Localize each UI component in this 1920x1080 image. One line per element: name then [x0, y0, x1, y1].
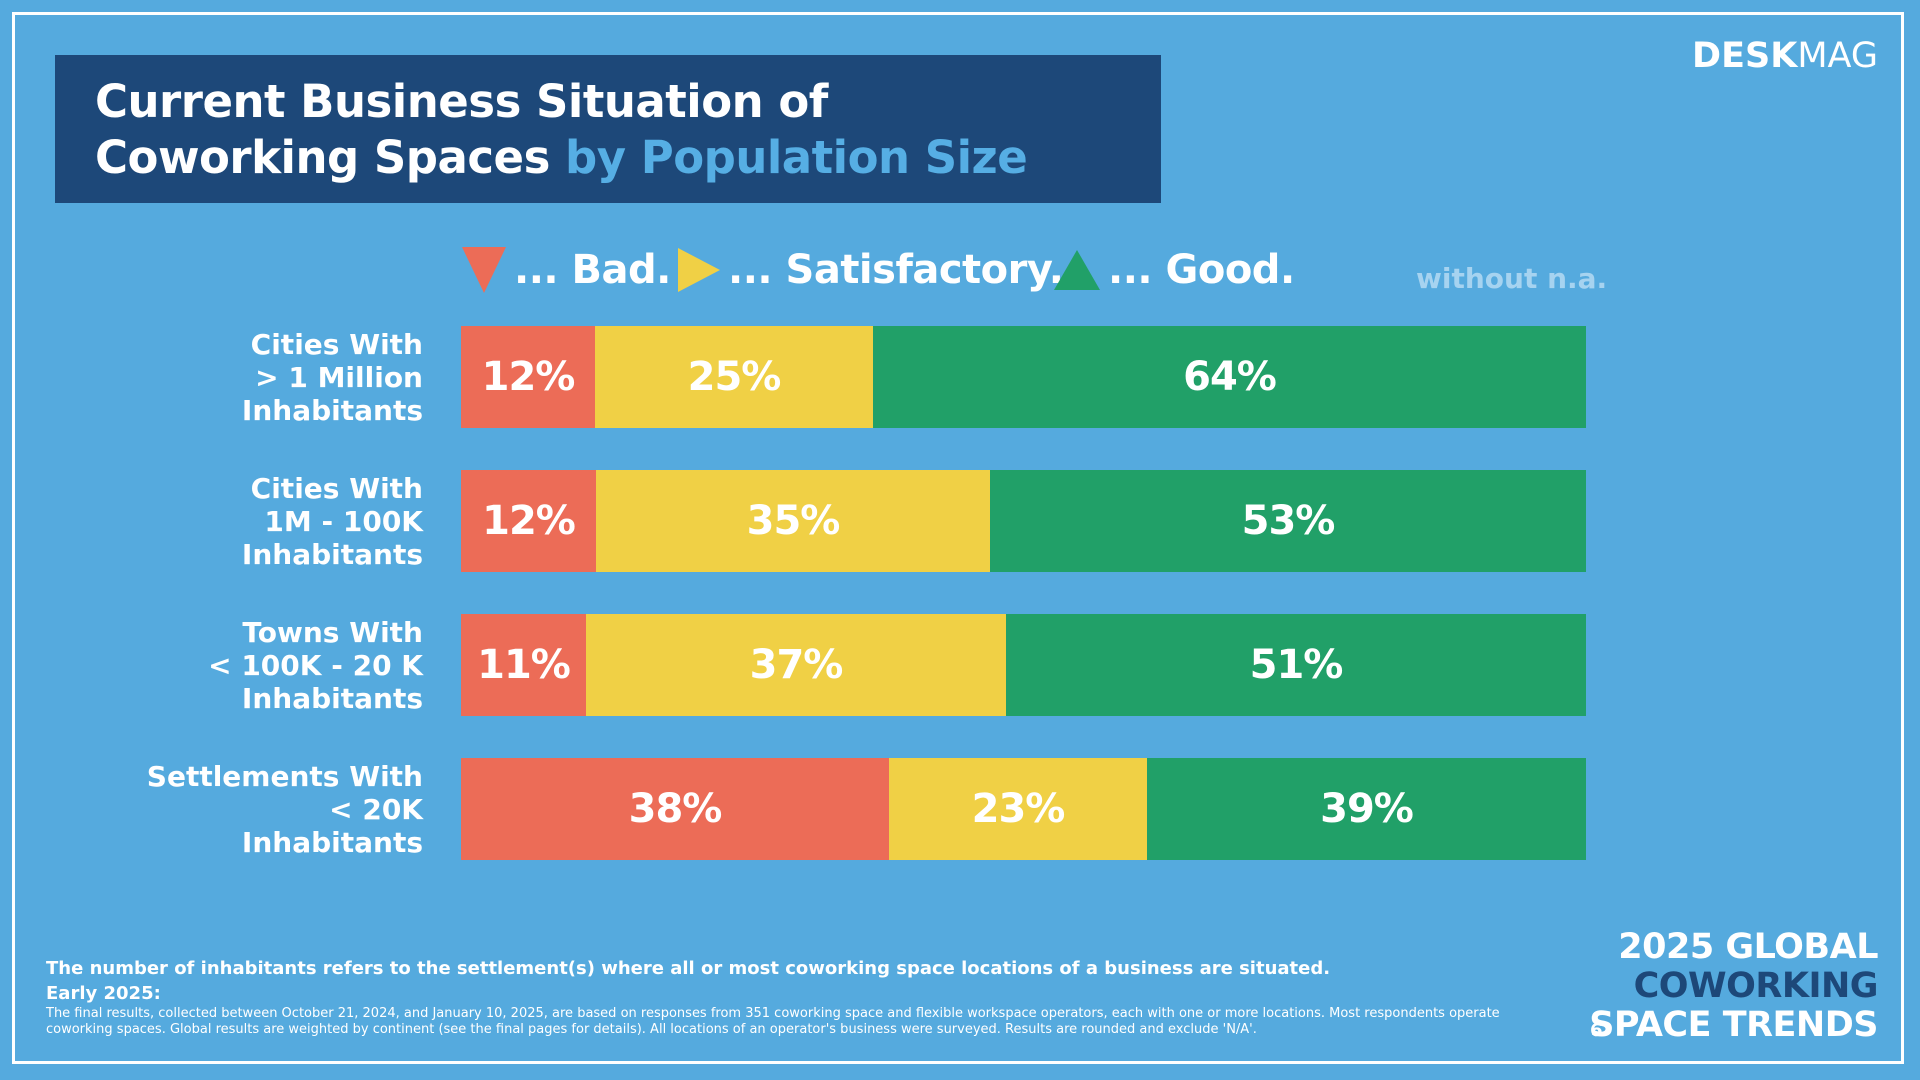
legend-item-good: ... Good.	[1054, 240, 1295, 300]
data-label: 23%	[971, 786, 1066, 832]
row-label-line: < 100K - 20 K	[208, 648, 423, 682]
row-label-line: Cities With	[250, 471, 423, 505]
title-line-2: Coworking Spaces by Population Size	[95, 131, 1028, 184]
title-accent: by Population Size	[549, 131, 1028, 184]
data-label: 11%	[477, 642, 571, 688]
triangle-right-icon	[678, 248, 720, 292]
data-label: 12%	[482, 498, 576, 544]
bar-row: 38% 23% 39%	[461, 758, 1586, 860]
row-label: Settlements With < 20K Inhabitants	[123, 760, 423, 859]
triangle-down-icon	[462, 247, 506, 293]
chart-legend: ... Bad. ... Satisfactory. ... Good.	[460, 240, 1590, 300]
legend-label-satisfactory: ... Satisfactory.	[728, 247, 1064, 293]
data-label: 64%	[1183, 354, 1277, 400]
row-label-line: Towns With	[242, 615, 423, 649]
bar-segment-satisfactory: 35%	[596, 470, 990, 572]
legend-label-bad: ... Bad.	[514, 247, 671, 293]
data-label: 25%	[687, 354, 782, 400]
bar-segment-satisfactory: 23%	[889, 758, 1147, 860]
legend-item-satisfactory: ... Satisfactory.	[678, 240, 1064, 300]
data-label: 12%	[481, 354, 576, 400]
brand-logo-part2: MAG	[1797, 36, 1878, 76]
row-label-line: Cities With	[250, 327, 423, 361]
data-label: 38%	[628, 786, 723, 832]
row-label-line: Inhabitants	[241, 825, 423, 859]
footnote-methodology: The final results, collected between Oct…	[46, 1006, 1500, 1037]
bar-row: 12% 25% 64%	[461, 326, 1586, 428]
row-label: Cities With > 1 Million Inhabitants	[123, 328, 423, 427]
row-label: Cities With 1M - 100K Inhabitants	[123, 472, 423, 571]
bar-segment-satisfactory: 25%	[595, 326, 873, 428]
bar-segment-bad: 12%	[461, 326, 595, 428]
page-number: 6	[1590, 1020, 1603, 1041]
report-title: 2025 GLOBAL COWORKING SPACE TRENDS	[1589, 928, 1878, 1045]
row-label: Towns With < 100K - 20 K Inhabitants	[123, 616, 423, 715]
legend-label-good: ... Good.	[1108, 247, 1295, 293]
brand-logo-part1: DESK	[1692, 36, 1798, 76]
title-main: Coworking Spaces	[95, 131, 550, 184]
bar-row: 11% 37% 51%	[461, 614, 1586, 716]
bar-segment-good: 39%	[1147, 758, 1586, 860]
report-title-line-2: COWORKING	[1633, 966, 1879, 1006]
legend-item-bad: ... Bad.	[462, 240, 671, 300]
row-label-line: < 20K	[329, 792, 423, 826]
data-label: 51%	[1249, 642, 1344, 688]
footnote-early-2025: Early 2025:	[46, 983, 161, 1004]
bar-segment-good: 64%	[873, 326, 1586, 428]
row-label-line: Inhabitants	[241, 537, 423, 571]
bar-segment-bad: 11%	[461, 614, 586, 716]
triangle-up-icon	[1054, 250, 1100, 290]
note-without-na: without n.a.	[1416, 262, 1608, 295]
row-label-line: 1M - 100K	[264, 504, 423, 538]
row-label-line: Inhabitants	[241, 393, 423, 427]
report-title-line-1: 2025 GLOBAL	[1618, 927, 1878, 967]
brand-logo: DESKMAG	[1692, 36, 1878, 76]
row-label-line: > 1 Million	[255, 360, 423, 394]
bar-segment-good: 53%	[990, 470, 1586, 572]
bar-segment-bad: 38%	[461, 758, 889, 860]
bar-segment-bad: 12%	[461, 470, 596, 572]
data-label: 39%	[1320, 786, 1414, 832]
report-title-line-3: SPACE TRENDS	[1589, 1005, 1878, 1045]
bar-segment-good: 51%	[1006, 614, 1586, 716]
bar-row: 12% 35% 53%	[461, 470, 1586, 572]
row-label-line: Inhabitants	[241, 681, 423, 715]
title-box: Current Business Situation of Coworking …	[55, 55, 1161, 203]
data-label: 37%	[749, 642, 844, 688]
row-label-line: Settlements With	[146, 759, 423, 793]
bar-segment-satisfactory: 37%	[586, 614, 1006, 716]
title-line-1: Current Business Situation of	[95, 75, 828, 128]
footnote-inhabitants: The number of inhabitants refers to the …	[46, 958, 1331, 979]
data-label: 35%	[746, 498, 841, 544]
data-label: 53%	[1241, 498, 1336, 544]
slide-frame	[12, 12, 1904, 1064]
